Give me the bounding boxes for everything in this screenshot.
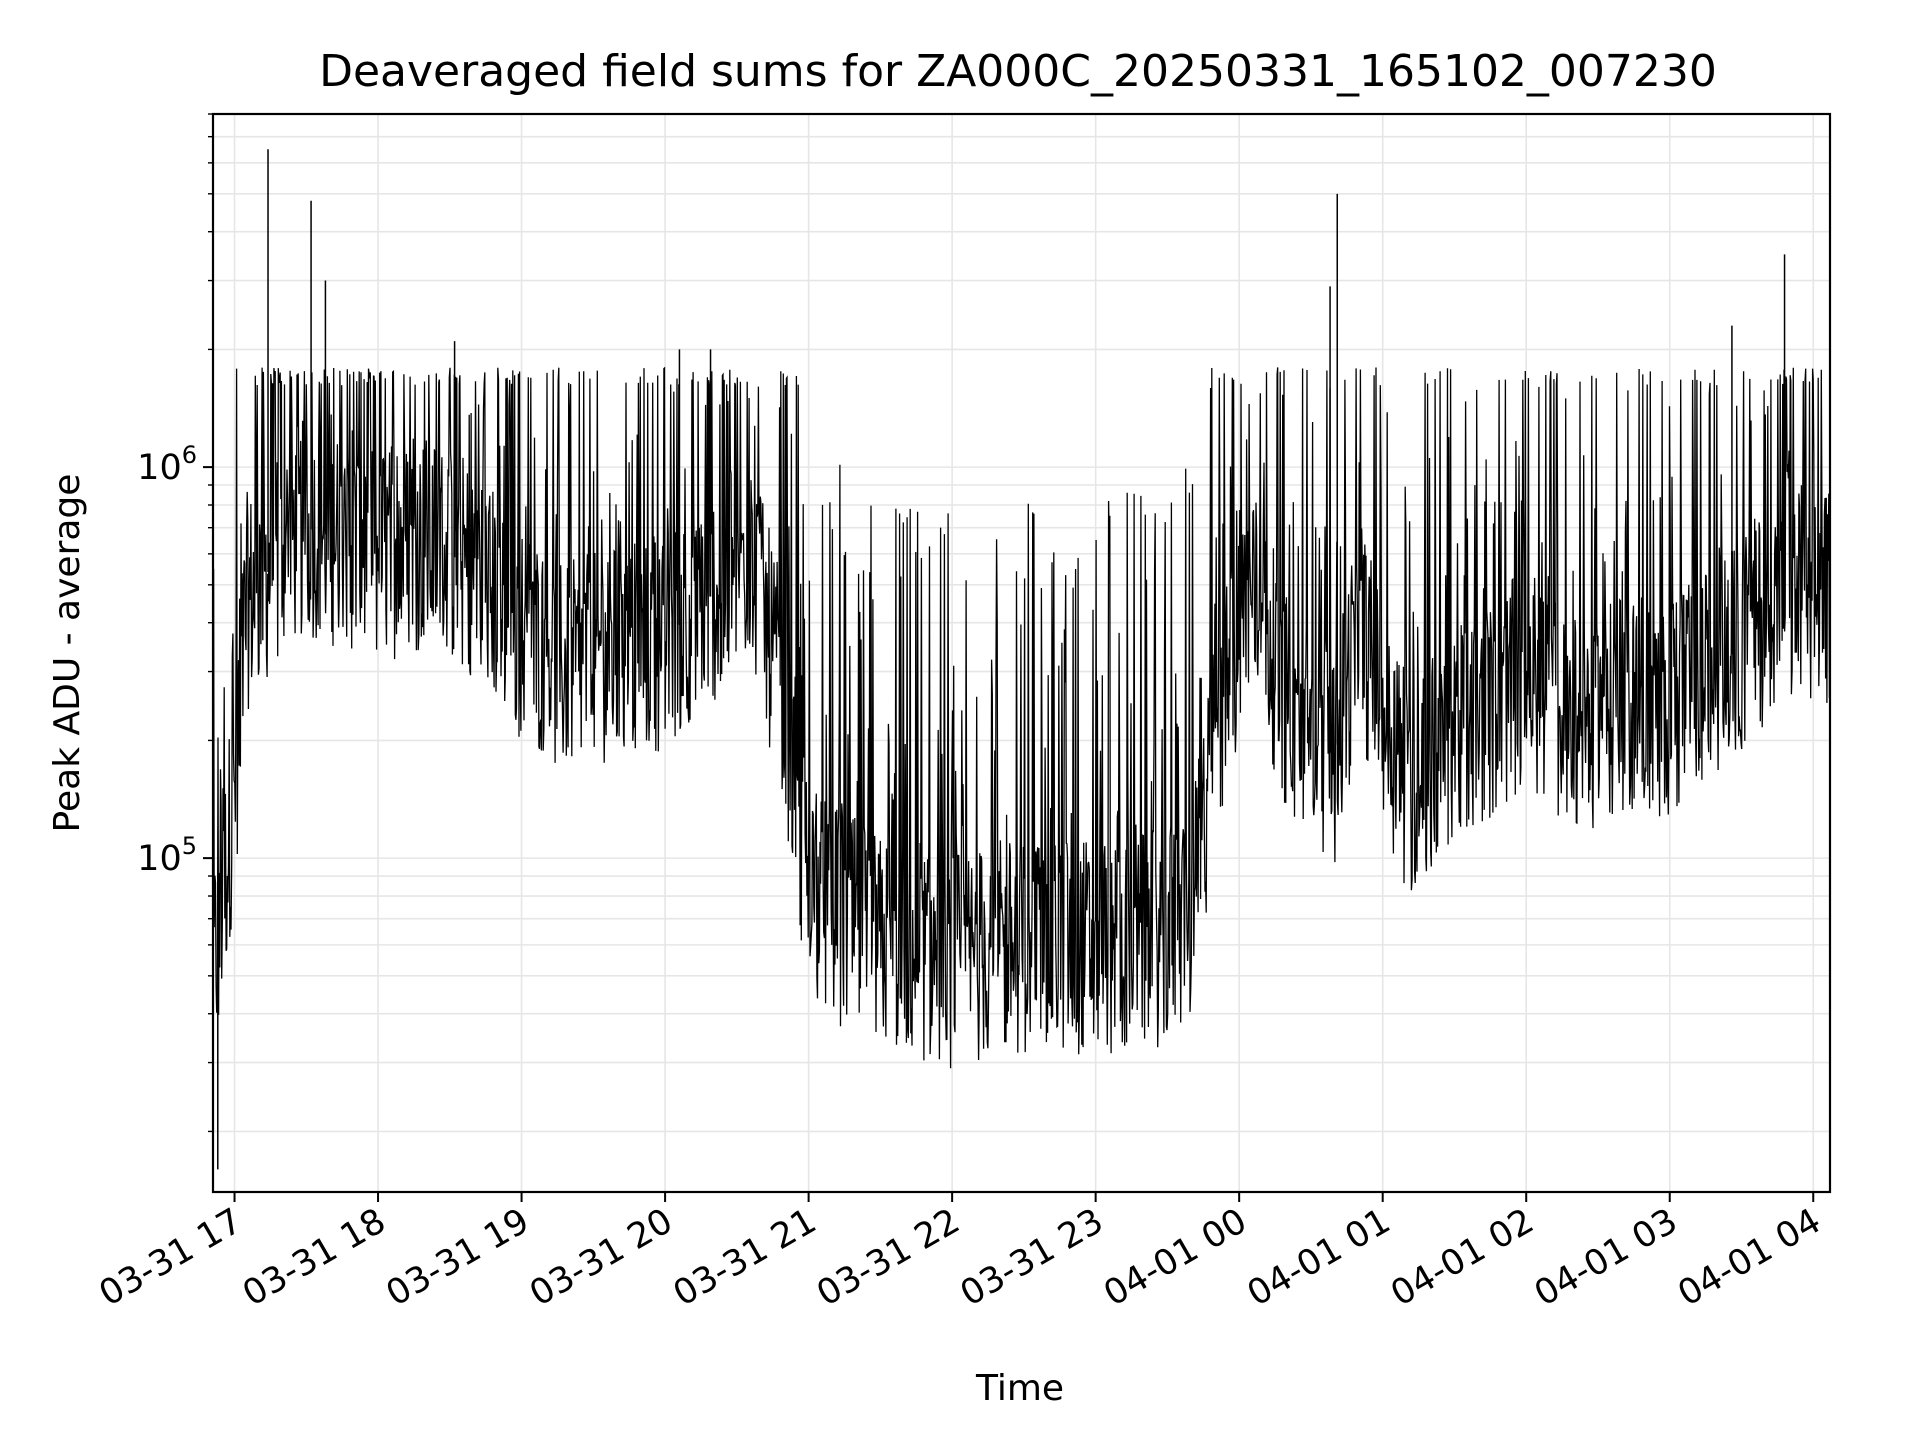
y-axis-label: Peak ADU - average: [47, 474, 88, 833]
y-tick-label: 105: [137, 832, 197, 879]
plot-frame: [211, 112, 1832, 1194]
spike-group: [217, 149, 1786, 1170]
chart-title: Deaveraged field sums for ZA000C_2025033…: [319, 46, 1717, 97]
y-axis-ticks: 105 106: [137, 113, 213, 1133]
x-axis-label: Time: [975, 1368, 1064, 1409]
y-tick-label: 106: [137, 441, 197, 488]
series-group: [212, 366, 1831, 1069]
series-line: [212, 366, 1831, 1069]
